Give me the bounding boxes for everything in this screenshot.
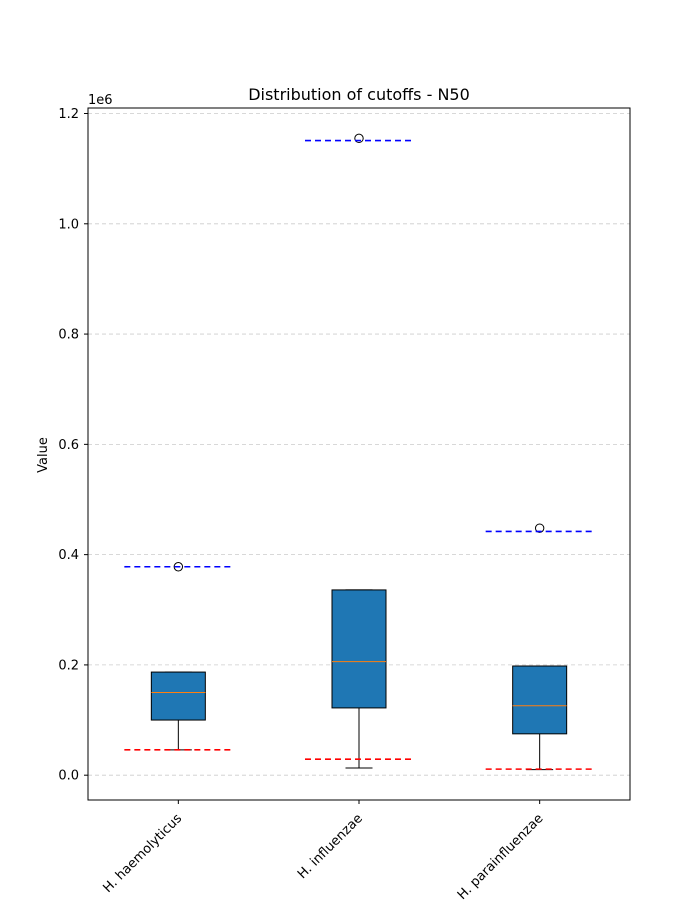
y-tick-label: 1.2: [58, 107, 79, 122]
y-axis-label: Value: [36, 437, 51, 473]
axes: 0.0 0.2 0.4 0.6 0.8 1.0 1.2 H. haemolyticus H. i…: [58, 107, 547, 903]
grid-lines: [88, 113, 630, 776]
boxes: [150, 133, 568, 771]
y-axis-offset-text: 1e6: [88, 93, 113, 108]
cutoff-lines: [124, 139, 594, 770]
x-tick-label: H. parainfluenzae: [455, 811, 547, 900]
x-tick-label: H. influenzae: [295, 811, 366, 882]
y-tick-label: 1.0: [58, 217, 79, 232]
box-group: [331, 133, 387, 769]
chart-title: Distribution of cutoffs - N50: [248, 85, 470, 104]
y-tick-label: 0.6: [58, 438, 79, 453]
y-tick-label: 0.8: [58, 328, 79, 343]
y-tick-label: 0.4: [58, 548, 79, 563]
y-tick-label: 0.2: [58, 658, 79, 673]
outlier-point: [354, 133, 364, 144]
box-group: [150, 562, 206, 751]
iqr-box: [331, 589, 387, 709]
x-tick-label: H. haemolyticus: [100, 811, 185, 896]
box-group: [512, 523, 568, 771]
iqr-box: [512, 665, 568, 735]
outlier-point: [173, 562, 184, 572]
outlier-point: [534, 523, 545, 533]
y-tick-label: 0.0: [58, 769, 79, 784]
iqr-box: [150, 671, 206, 721]
